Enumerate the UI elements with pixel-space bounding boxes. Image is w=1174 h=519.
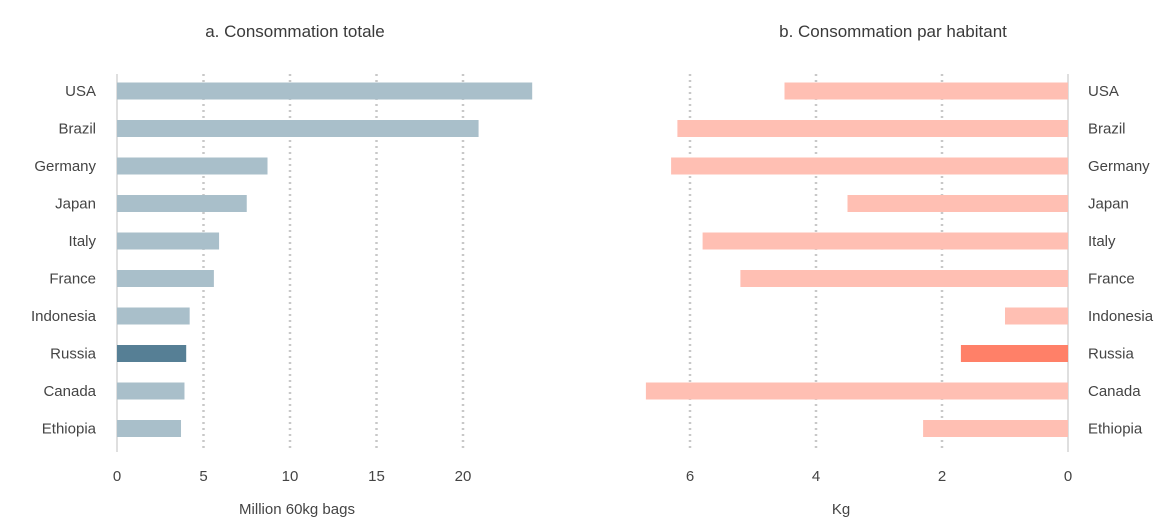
category-label: Japan <box>1088 196 1129 213</box>
bar-brazil <box>677 120 1068 137</box>
bar-france <box>740 270 1068 287</box>
x-tick-label: 0 <box>113 468 121 485</box>
panel-a-title: a. Consommation totale <box>205 22 385 41</box>
bar-italy <box>117 232 220 250</box>
bar-germany <box>117 157 268 175</box>
x-tick-label: 6 <box>686 468 694 485</box>
category-label: Indonesia <box>31 308 97 325</box>
category-label: France <box>49 271 96 288</box>
panel-a-tick-labels: 0 5 10 15 20 <box>113 468 472 485</box>
category-label: Italy <box>68 233 96 250</box>
panel-b-category-labels: USA Brazil Germany Japan Italy France Indonesi… <box>1088 83 1154 438</box>
category-label: Brazil <box>58 121 96 138</box>
x-tick-label: 15 <box>368 468 385 485</box>
category-label: Canada <box>1088 383 1141 400</box>
panel-b-bars <box>645 82 1068 437</box>
category-label: Ethiopia <box>1088 421 1143 438</box>
bar-france <box>117 270 214 287</box>
category-label: France <box>1088 271 1135 288</box>
bar-indonesia <box>117 307 190 325</box>
bar-usa <box>784 82 1068 100</box>
x-tick-label: 0 <box>1064 468 1072 485</box>
x-tick-label: 5 <box>199 468 207 485</box>
category-label: Russia <box>50 346 97 363</box>
x-tick-label: 20 <box>455 468 472 485</box>
panel-per-capita-consumption: b. Consommation par habitant USA Brazil Ge… <box>645 22 1154 518</box>
category-label: USA <box>65 83 96 100</box>
panel-b-title: b. Consommation par habitant <box>779 22 1007 41</box>
panel-total-consumption: a. Consommation totale USA Brazil Germany J… <box>31 22 533 518</box>
bar-russia <box>960 345 1068 362</box>
category-label: Germany <box>34 158 96 175</box>
bar-ethiopia <box>117 420 182 437</box>
panel-a-x-axis-label: Million 60kg bags <box>239 501 355 518</box>
x-tick-label: 10 <box>282 468 299 485</box>
panel-b-x-axis-label: Kg <box>832 501 850 518</box>
panel-a-bars <box>117 82 533 437</box>
bar-japan <box>117 195 247 212</box>
bar-usa <box>117 82 533 100</box>
x-tick-label: 4 <box>812 468 820 485</box>
bar-canada <box>645 382 1068 400</box>
bar-italy <box>702 232 1068 250</box>
category-label: Canada <box>43 383 96 400</box>
category-label: Brazil <box>1088 121 1126 138</box>
category-label: Japan <box>55 196 96 213</box>
bar-indonesia <box>1005 307 1068 325</box>
category-label: Indonesia <box>1088 308 1154 325</box>
panel-a-category-labels: USA Brazil Germany Japan Italy France Indonesi… <box>31 83 97 438</box>
bar-brazil <box>117 120 479 137</box>
category-label: Italy <box>1088 233 1116 250</box>
category-label: Russia <box>1088 346 1135 363</box>
x-tick-label: 2 <box>938 468 946 485</box>
bar-germany <box>671 157 1068 175</box>
bar-canada <box>117 382 185 400</box>
bar-japan <box>847 195 1068 212</box>
category-label: Ethiopia <box>42 421 97 438</box>
category-label: Germany <box>1088 158 1150 175</box>
bar-ethiopia <box>923 420 1068 437</box>
bar-russia <box>117 345 187 362</box>
category-label: USA <box>1088 83 1119 100</box>
panel-b-tick-labels: 6 4 2 0 <box>686 468 1072 485</box>
